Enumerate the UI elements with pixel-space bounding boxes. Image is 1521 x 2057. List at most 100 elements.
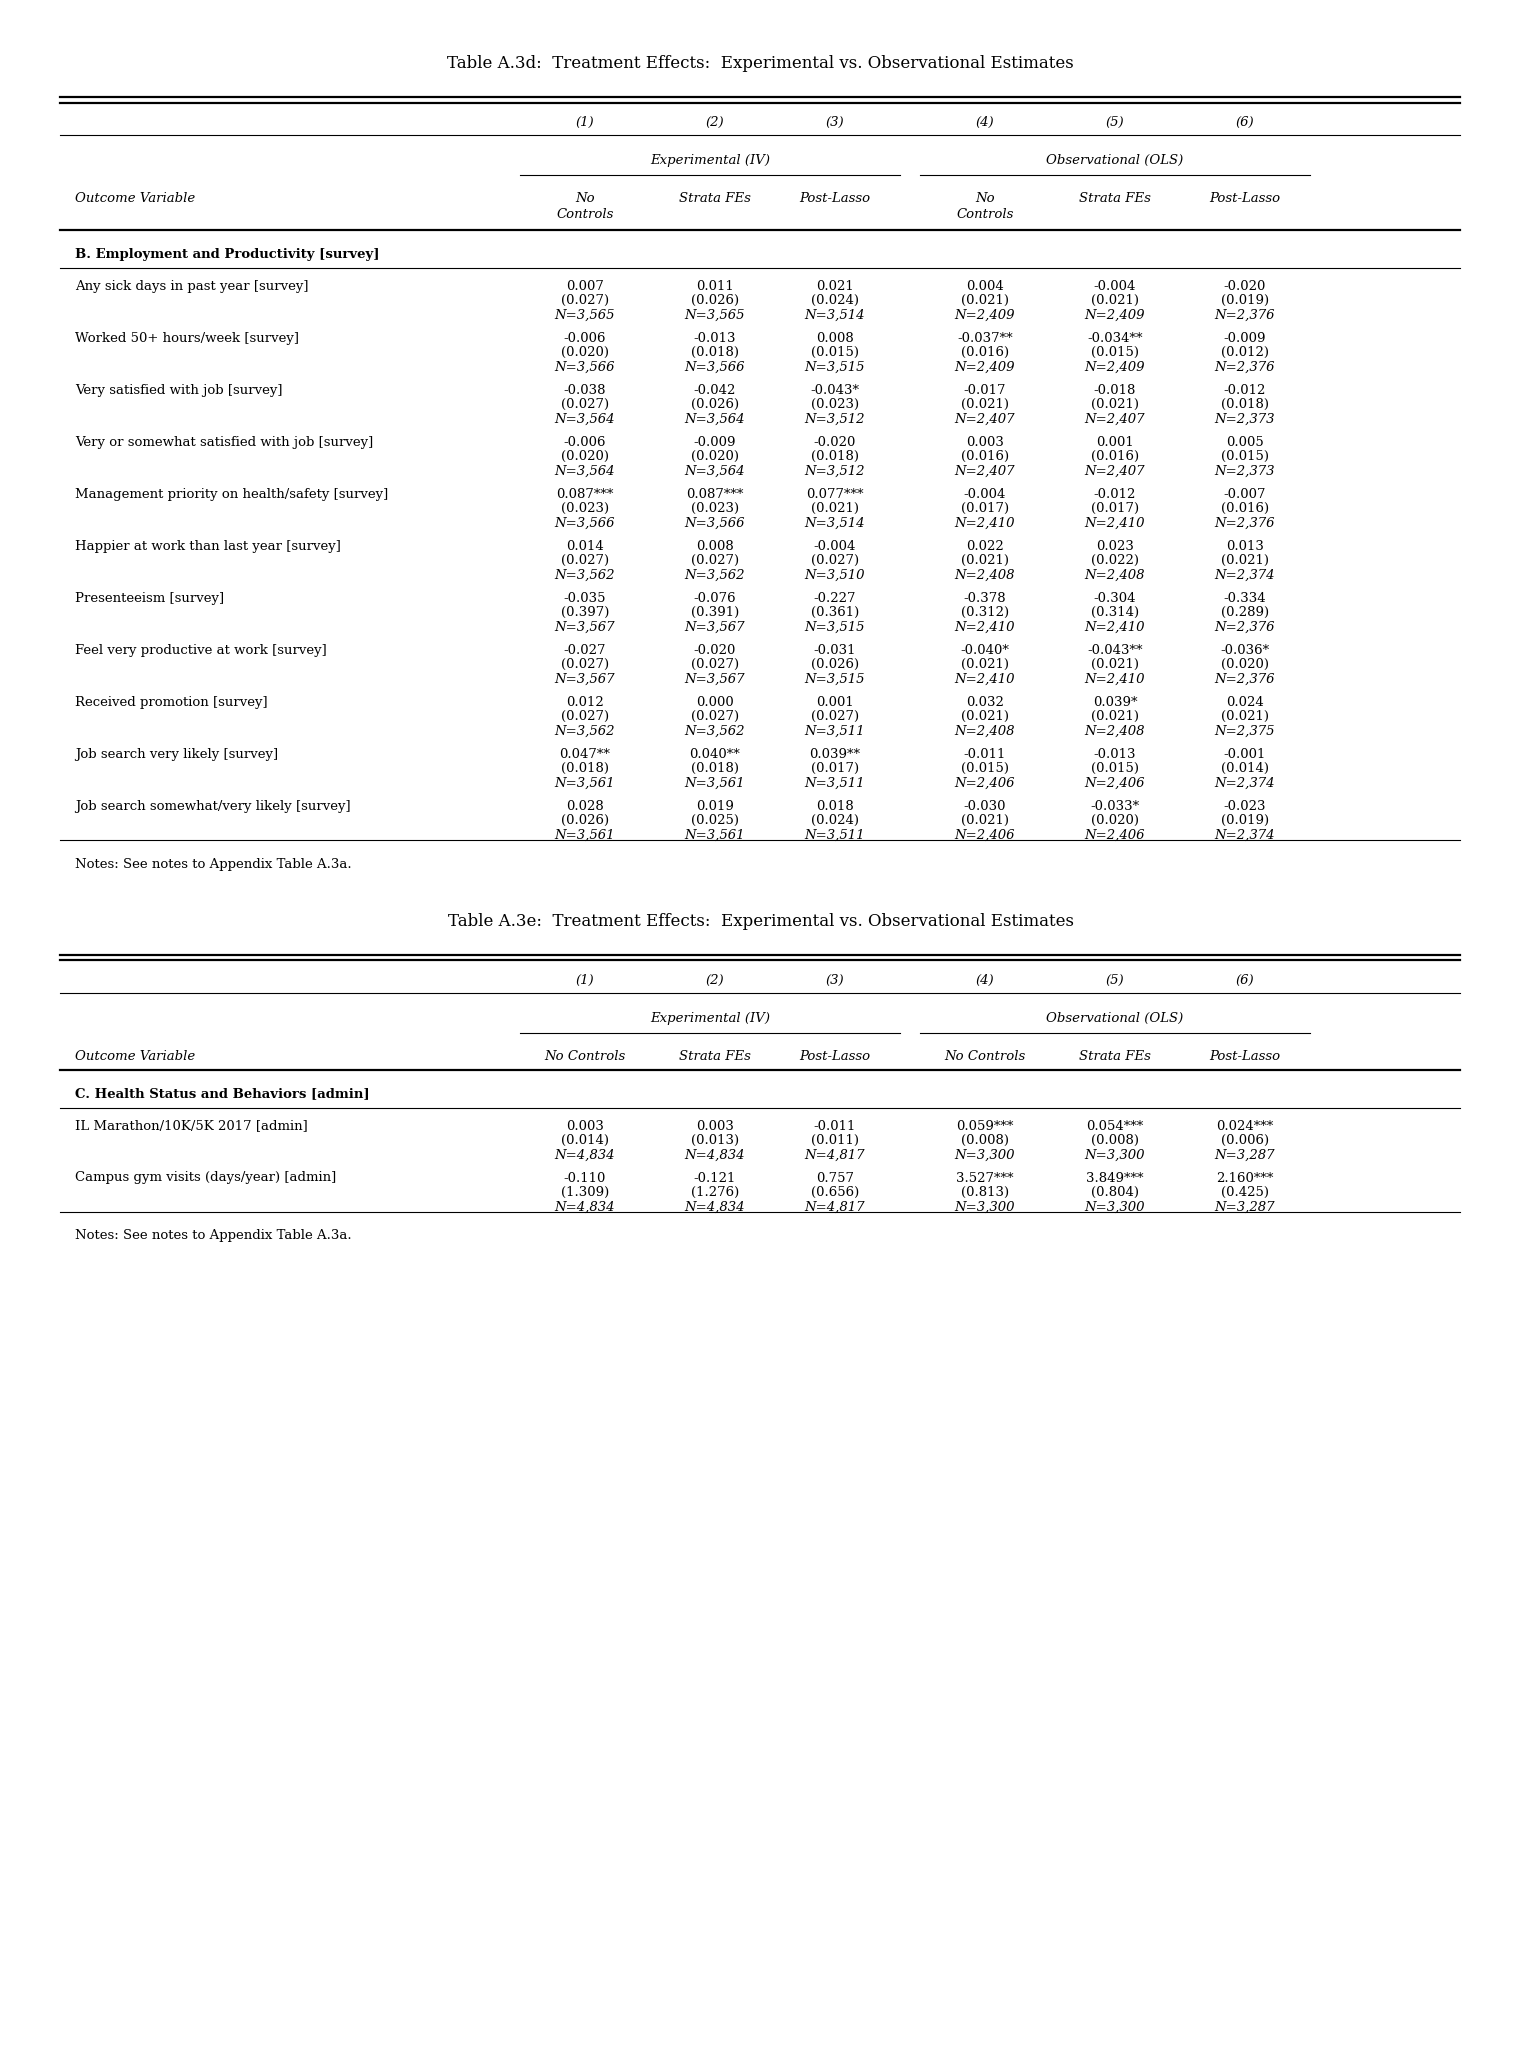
Text: N=2,410: N=2,410	[955, 673, 1015, 685]
Text: (5): (5)	[1106, 115, 1124, 130]
Text: 0.003: 0.003	[697, 1119, 735, 1133]
Text: (0.021): (0.021)	[961, 815, 1008, 827]
Text: (0.027): (0.027)	[561, 710, 608, 722]
Text: N=3,515: N=3,515	[805, 360, 865, 374]
Text: 0.011: 0.011	[697, 280, 733, 292]
Text: (0.289): (0.289)	[1221, 607, 1269, 619]
Text: (0.015): (0.015)	[1091, 761, 1139, 775]
Text: -0.038: -0.038	[564, 383, 607, 397]
Text: N=3,561: N=3,561	[684, 775, 745, 790]
Text: (0.026): (0.026)	[811, 658, 859, 671]
Text: N=2,373: N=2,373	[1215, 413, 1275, 426]
Text: Management priority on health/safety [survey]: Management priority on health/safety [su…	[75, 488, 388, 500]
Text: No: No	[575, 191, 595, 206]
Text: (0.019): (0.019)	[1221, 815, 1269, 827]
Text: (0.016): (0.016)	[961, 450, 1008, 463]
Text: (0.027): (0.027)	[691, 553, 739, 568]
Text: -0.036*: -0.036*	[1220, 644, 1270, 656]
Text: N=2,409: N=2,409	[1084, 309, 1145, 321]
Text: -0.013: -0.013	[694, 331, 736, 344]
Text: (5): (5)	[1106, 973, 1124, 987]
Text: (0.016): (0.016)	[1091, 450, 1139, 463]
Text: -0.017: -0.017	[964, 383, 1007, 397]
Text: (0.391): (0.391)	[691, 607, 739, 619]
Text: -0.043**: -0.043**	[1088, 644, 1142, 656]
Text: Outcome Variable: Outcome Variable	[75, 1049, 195, 1063]
Text: 0.039*: 0.039*	[1092, 695, 1138, 708]
Text: N=3,564: N=3,564	[684, 413, 745, 426]
Text: Table A.3d:  Treatment Effects:  Experimental vs. Observational Estimates: Table A.3d: Treatment Effects: Experimen…	[447, 56, 1074, 72]
Text: N=2,410: N=2,410	[955, 516, 1015, 529]
Text: -0.227: -0.227	[814, 592, 856, 605]
Text: -0.012: -0.012	[1094, 488, 1136, 500]
Text: Worked 50+ hours/week [survey]: Worked 50+ hours/week [survey]	[75, 331, 300, 344]
Text: N=3,300: N=3,300	[955, 1148, 1015, 1162]
Text: N=2,409: N=2,409	[955, 309, 1015, 321]
Text: N=3,561: N=3,561	[555, 829, 616, 841]
Text: N=2,375: N=2,375	[1215, 724, 1275, 738]
Text: 0.019: 0.019	[697, 800, 735, 813]
Text: Outcome Variable: Outcome Variable	[75, 191, 195, 206]
Text: (0.015): (0.015)	[961, 761, 1008, 775]
Text: Very or somewhat satisfied with job [survey]: Very or somewhat satisfied with job [sur…	[75, 436, 373, 448]
Text: N=4,834: N=4,834	[555, 1201, 616, 1214]
Text: (0.018): (0.018)	[691, 761, 739, 775]
Text: Received promotion [survey]: Received promotion [survey]	[75, 695, 268, 708]
Text: (1.309): (1.309)	[561, 1187, 608, 1199]
Text: 0.757: 0.757	[815, 1172, 853, 1185]
Text: (1): (1)	[575, 115, 595, 130]
Text: 0.001: 0.001	[1097, 436, 1133, 448]
Text: (0.027): (0.027)	[561, 553, 608, 568]
Text: 0.007: 0.007	[566, 280, 604, 292]
Text: (0.015): (0.015)	[1091, 346, 1139, 360]
Text: (0.017): (0.017)	[1091, 502, 1139, 514]
Text: 0.028: 0.028	[566, 800, 604, 813]
Text: (4): (4)	[975, 115, 995, 130]
Text: N=2,373: N=2,373	[1215, 465, 1275, 477]
Text: N=3,511: N=3,511	[805, 829, 865, 841]
Text: (0.656): (0.656)	[811, 1187, 859, 1199]
Text: N=3,565: N=3,565	[555, 309, 616, 321]
Text: 2.160***: 2.160***	[1217, 1172, 1273, 1185]
Text: (0.020): (0.020)	[691, 450, 739, 463]
Text: (0.018): (0.018)	[1221, 397, 1269, 411]
Text: N=2,407: N=2,407	[955, 413, 1015, 426]
Text: N=3,514: N=3,514	[805, 309, 865, 321]
Text: N=4,834: N=4,834	[555, 1148, 616, 1162]
Text: 0.004: 0.004	[966, 280, 1004, 292]
Text: N=2,376: N=2,376	[1215, 360, 1275, 374]
Text: N=3,566: N=3,566	[555, 516, 616, 529]
Text: (0.021): (0.021)	[1221, 553, 1269, 568]
Text: N=3,566: N=3,566	[684, 360, 745, 374]
Text: 0.023: 0.023	[1097, 539, 1135, 553]
Text: N=3,300: N=3,300	[1084, 1148, 1145, 1162]
Text: N=2,410: N=2,410	[1084, 673, 1145, 685]
Text: N=3,565: N=3,565	[684, 309, 745, 321]
Text: (0.017): (0.017)	[961, 502, 1008, 514]
Text: N=3,515: N=3,515	[805, 673, 865, 685]
Text: (0.016): (0.016)	[961, 346, 1008, 360]
Text: (0.026): (0.026)	[691, 294, 739, 306]
Text: (0.024): (0.024)	[811, 815, 859, 827]
Text: -0.009: -0.009	[1224, 331, 1267, 344]
Text: -0.030: -0.030	[964, 800, 1007, 813]
Text: (0.024): (0.024)	[811, 294, 859, 306]
Text: Observational (OLS): Observational (OLS)	[1046, 154, 1183, 167]
Text: N=3,562: N=3,562	[684, 724, 745, 738]
Text: N=2,376: N=2,376	[1215, 621, 1275, 634]
Text: -0.004: -0.004	[814, 539, 856, 553]
Text: 0.039**: 0.039**	[809, 747, 861, 761]
Text: 0.003: 0.003	[566, 1119, 604, 1133]
Text: (0.021): (0.021)	[961, 658, 1008, 671]
Text: N=2,408: N=2,408	[955, 568, 1015, 582]
Text: (6): (6)	[1235, 973, 1255, 987]
Text: N=3,300: N=3,300	[955, 1201, 1015, 1214]
Text: (0.023): (0.023)	[811, 397, 859, 411]
Text: N=3,564: N=3,564	[555, 413, 616, 426]
Text: C. Health Status and Behaviors [admin]: C. Health Status and Behaviors [admin]	[75, 1088, 370, 1100]
Text: (0.425): (0.425)	[1221, 1187, 1269, 1199]
Text: Happier at work than last year [survey]: Happier at work than last year [survey]	[75, 539, 341, 553]
Text: N=2,376: N=2,376	[1215, 309, 1275, 321]
Text: (0.018): (0.018)	[811, 450, 859, 463]
Text: (0.016): (0.016)	[1221, 502, 1269, 514]
